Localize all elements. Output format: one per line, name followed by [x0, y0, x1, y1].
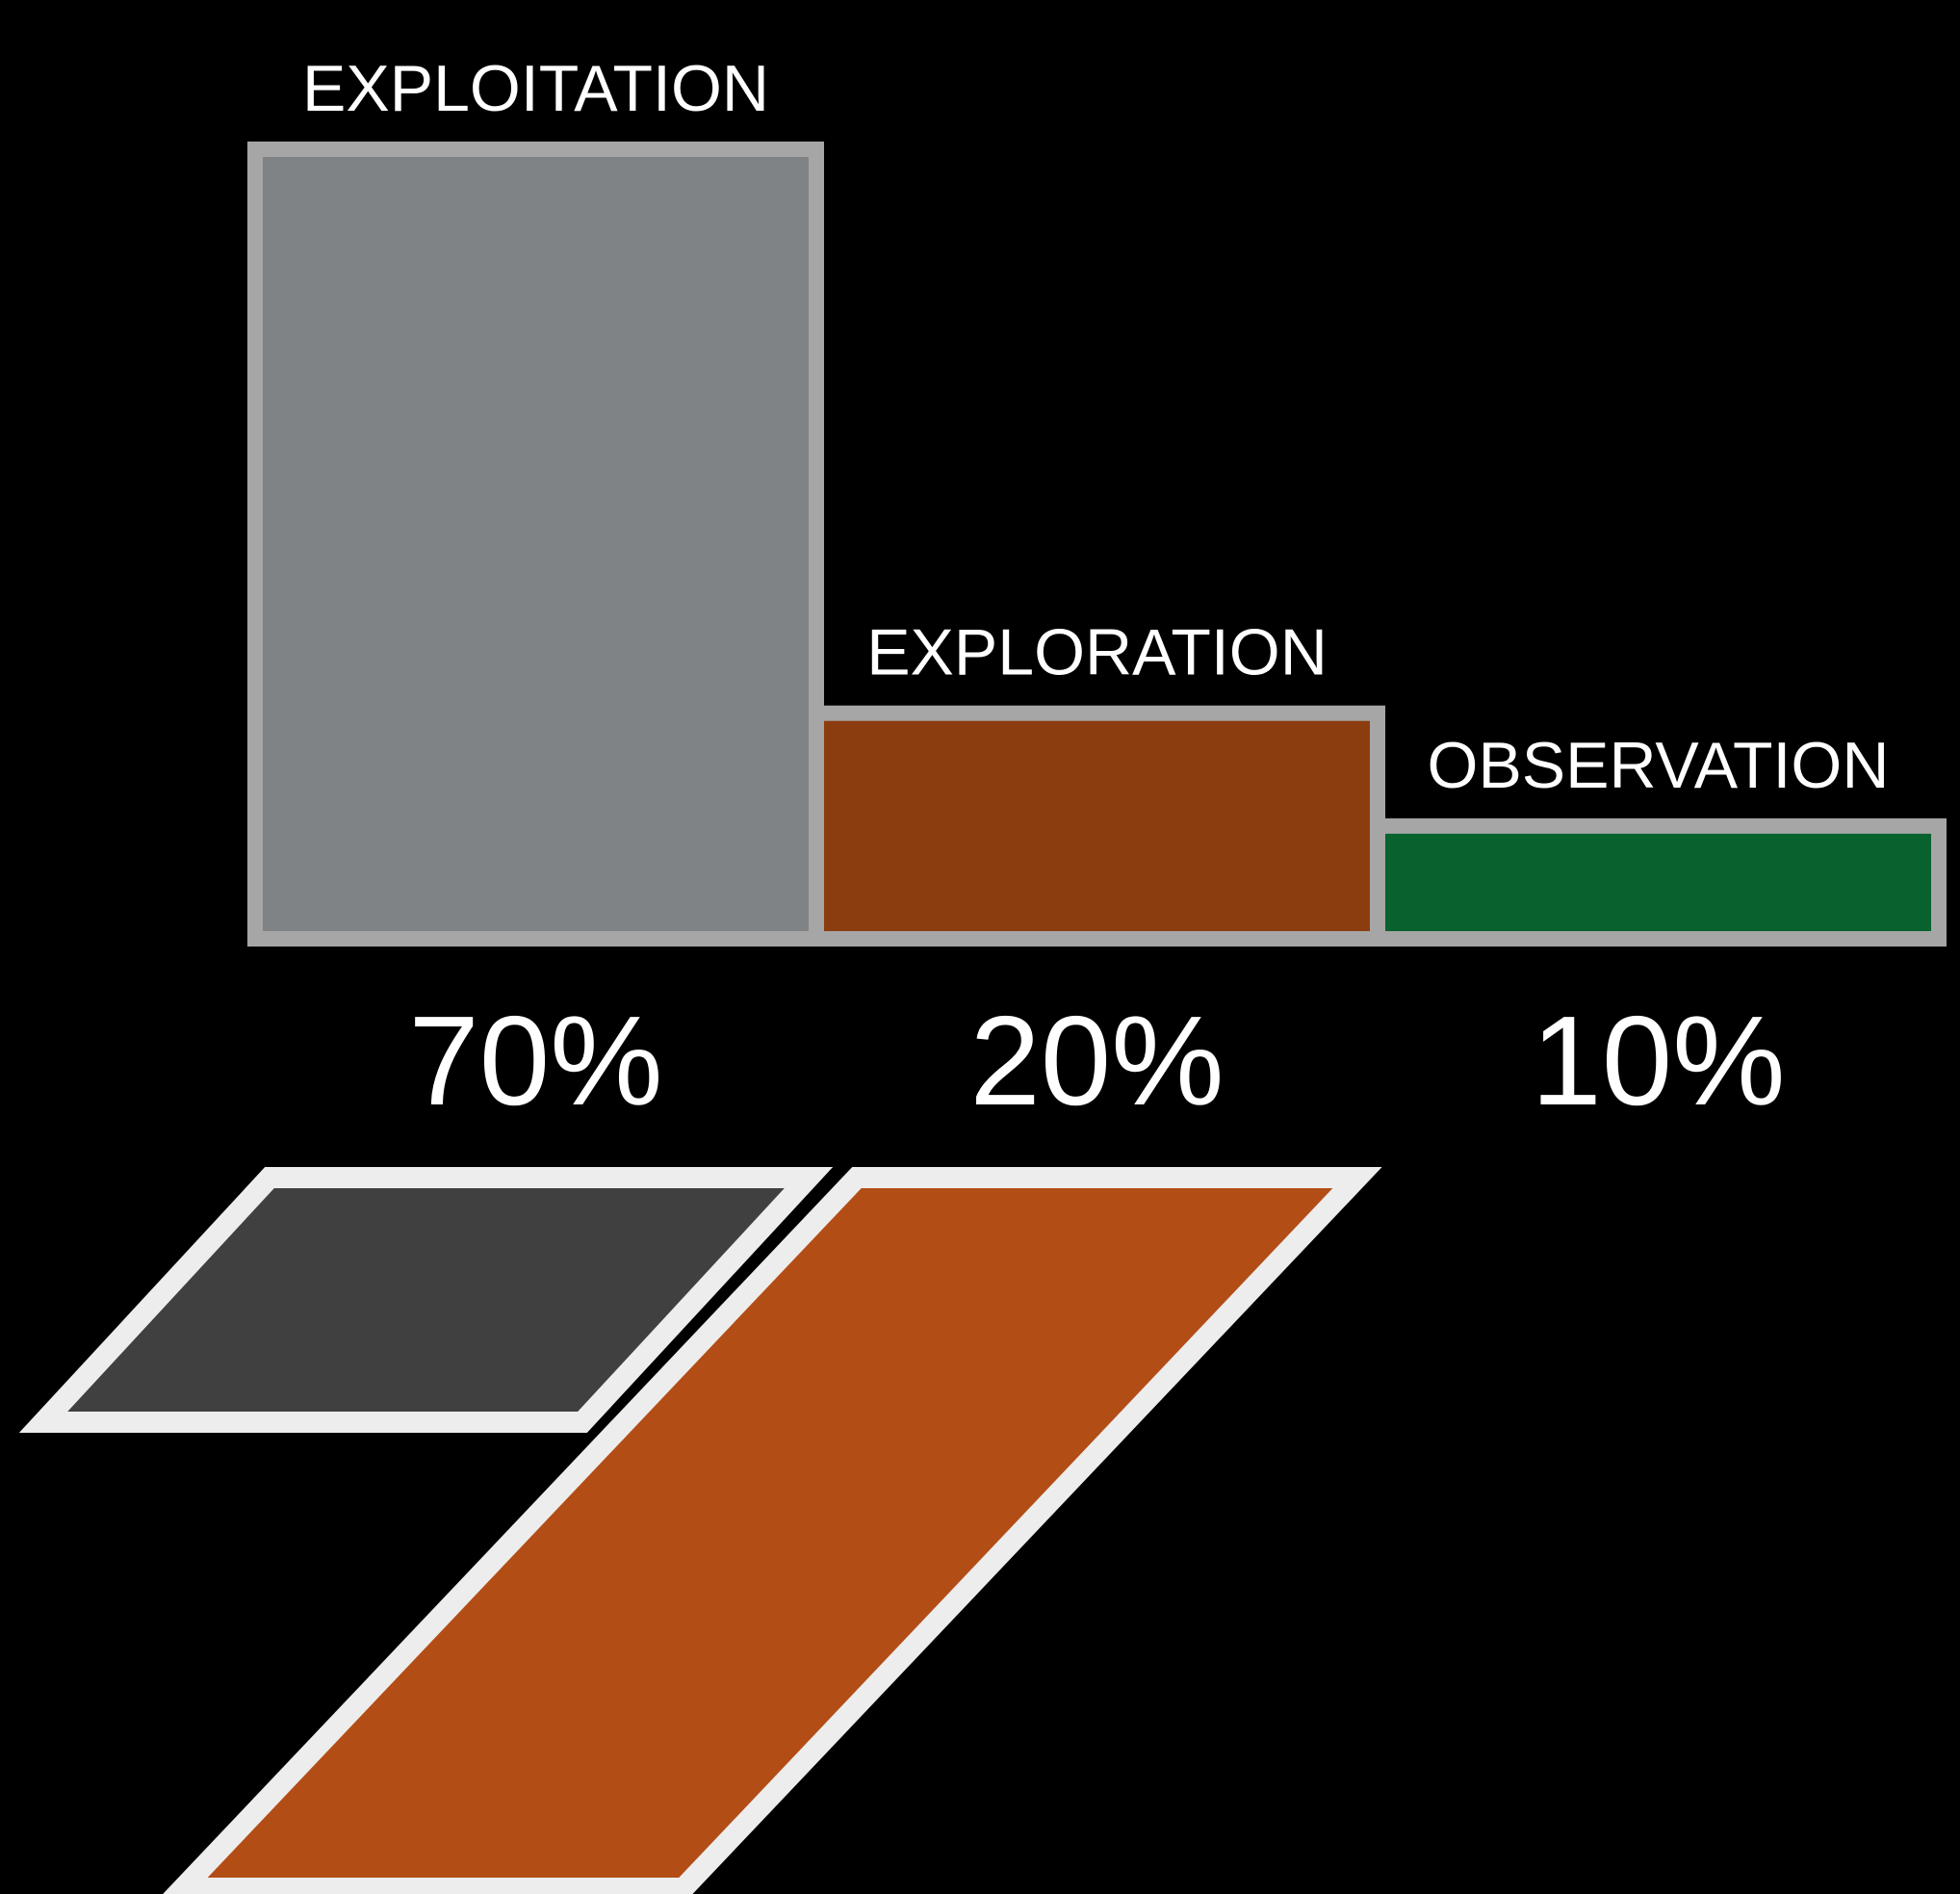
value-label-observation: 10% [1531, 990, 1785, 1131]
value-label-exploitation: 70% [408, 990, 662, 1131]
category-label-exploitation: EXPLOITATION [302, 52, 769, 125]
value-labels-group: 70% 20% 10% [408, 990, 1785, 1131]
category-labels-group: EXPLOITATION EXPLORATION OBSERVATION [302, 52, 1889, 802]
logo-mark [18, 1167, 1382, 1894]
logo-orange-parallelogram [163, 1167, 1382, 1894]
logo-dark-parallelogram [18, 1167, 834, 1433]
bar-exploitation [247, 142, 824, 947]
value-label-exploration: 20% [969, 990, 1224, 1131]
bar-exploration [809, 705, 1385, 947]
bars-group [247, 142, 1947, 947]
category-label-observation: OBSERVATION [1428, 729, 1890, 802]
category-label-exploration: EXPLORATION [866, 616, 1328, 689]
bar-observation [1370, 817, 1947, 947]
